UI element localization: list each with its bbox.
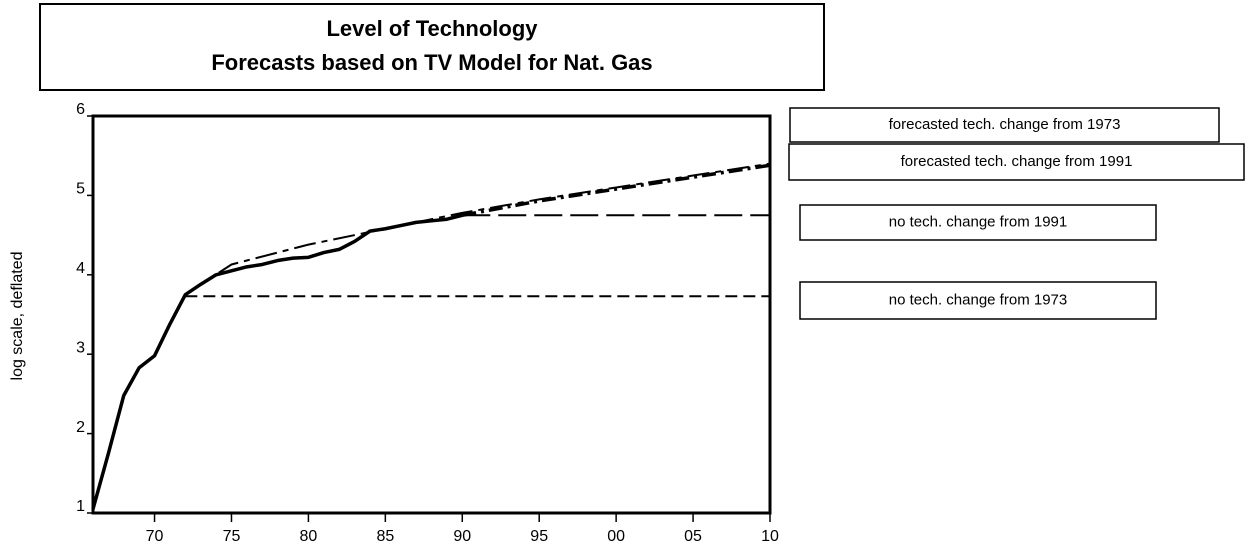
x-tick-label: 05 — [684, 528, 702, 545]
series-line — [91, 213, 463, 510]
y-tick-label: 6 — [76, 101, 85, 118]
series-line — [461, 163, 771, 217]
legend-label: no tech. change from 1973 — [889, 291, 1067, 308]
legend-label: no tech. change from 1991 — [889, 213, 1067, 230]
legend-label: forecasted tech. change from 1973 — [889, 116, 1121, 133]
legend-label: forecasted tech. change from 1991 — [901, 153, 1133, 170]
x-tick-label: 85 — [376, 528, 394, 545]
y-tick-label: 4 — [76, 260, 85, 277]
plot-frame — [91, 114, 772, 515]
y-tick-label: 3 — [76, 339, 85, 356]
x-tick-label: 95 — [530, 528, 548, 545]
legend-box — [789, 107, 1220, 143]
chart-title: Level of Technology — [326, 16, 538, 41]
x-tick-label: 70 — [146, 528, 164, 545]
legend-box — [799, 281, 1157, 320]
x-tick-label: 80 — [300, 528, 318, 545]
legend-box — [799, 204, 1157, 241]
legend-box — [788, 143, 1245, 181]
series-line — [184, 162, 771, 296]
y-tick-label: 1 — [76, 498, 85, 515]
y-tick-label: 5 — [76, 181, 85, 198]
x-tick-label: 90 — [453, 528, 471, 545]
y-axis-label: log scale, deflated — [9, 252, 26, 381]
x-tick-label: 75 — [223, 528, 241, 545]
y-tick-label: 2 — [76, 419, 85, 436]
x-tick-label: 10 — [761, 528, 779, 545]
chart-subtitle: Forecasts based on TV Model for Nat. Gas — [211, 50, 652, 75]
title-box — [39, 3, 825, 91]
x-tick-label: 00 — [607, 528, 625, 545]
